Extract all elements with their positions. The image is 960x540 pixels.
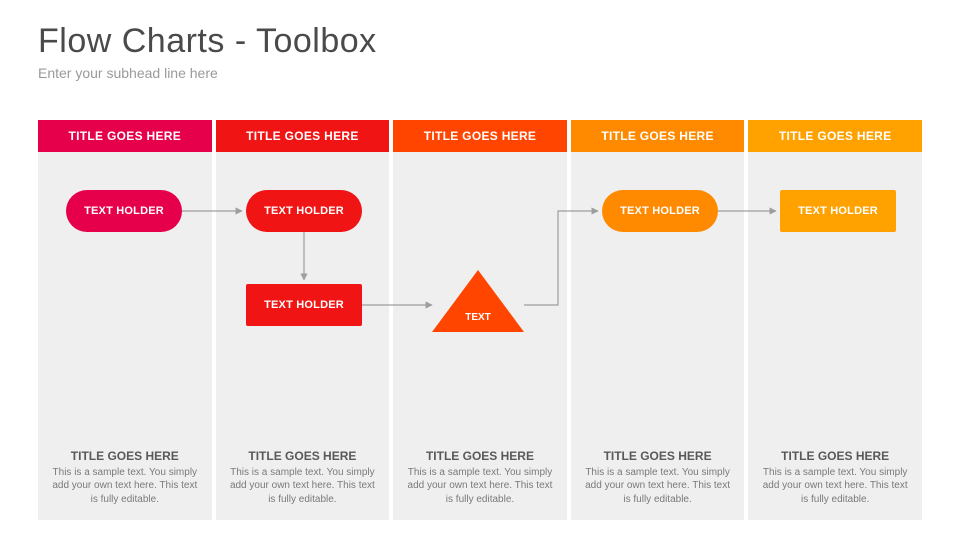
slide-title: Flow Charts - Toolbox [38, 22, 377, 61]
footer-title: TITLE GOES HERE [583, 449, 733, 463]
column-body: TITLE GOES HERE This is a sample text. Y… [571, 152, 745, 520]
column-header: TITLE GOES HERE [38, 120, 212, 152]
column-header: TITLE GOES HERE [216, 120, 390, 152]
column-2: TITLE GOES HERE TITLE GOES HERE This is … [216, 120, 390, 520]
footer-title: TITLE GOES HERE [405, 449, 555, 463]
column-header: TITLE GOES HERE [393, 120, 567, 152]
footer-text: This is a sample text. You simply add yo… [405, 466, 555, 507]
column-header: TITLE GOES HERE [571, 120, 745, 152]
footer-text: This is a sample text. You simply add yo… [760, 466, 910, 507]
slide: Flow Charts - Toolbox Enter your subhead… [0, 0, 960, 540]
column-5: TITLE GOES HERE TITLE GOES HERE This is … [748, 120, 922, 520]
column-1: TITLE GOES HERE TITLE GOES HERE This is … [38, 120, 212, 520]
column-body: TITLE GOES HERE This is a sample text. Y… [748, 152, 922, 520]
column-footer: TITLE GOES HERE This is a sample text. Y… [571, 449, 745, 507]
column-footer: TITLE GOES HERE This is a sample text. Y… [216, 449, 390, 507]
footer-title: TITLE GOES HERE [228, 449, 378, 463]
footer-text: This is a sample text. You simply add yo… [228, 466, 378, 507]
column-footer: TITLE GOES HERE This is a sample text. Y… [748, 449, 922, 507]
slide-subhead: Enter your subhead line here [38, 65, 377, 81]
footer-text: This is a sample text. You simply add yo… [583, 466, 733, 507]
column-body: TITLE GOES HERE This is a sample text. Y… [393, 152, 567, 520]
footer-title: TITLE GOES HERE [760, 449, 910, 463]
column-footer: TITLE GOES HERE This is a sample text. Y… [393, 449, 567, 507]
column-body: TITLE GOES HERE This is a sample text. Y… [216, 152, 390, 520]
column-body: TITLE GOES HERE This is a sample text. Y… [38, 152, 212, 520]
footer-title: TITLE GOES HERE [50, 449, 200, 463]
column-header: TITLE GOES HERE [748, 120, 922, 152]
columns: TITLE GOES HERE TITLE GOES HERE This is … [38, 120, 922, 520]
footer-text: This is a sample text. You simply add yo… [50, 466, 200, 507]
column-4: TITLE GOES HERE TITLE GOES HERE This is … [571, 120, 745, 520]
column-3: TITLE GOES HERE TITLE GOES HERE This is … [393, 120, 567, 520]
column-footer: TITLE GOES HERE This is a sample text. Y… [38, 449, 212, 507]
title-area: Flow Charts - Toolbox Enter your subhead… [38, 22, 377, 81]
